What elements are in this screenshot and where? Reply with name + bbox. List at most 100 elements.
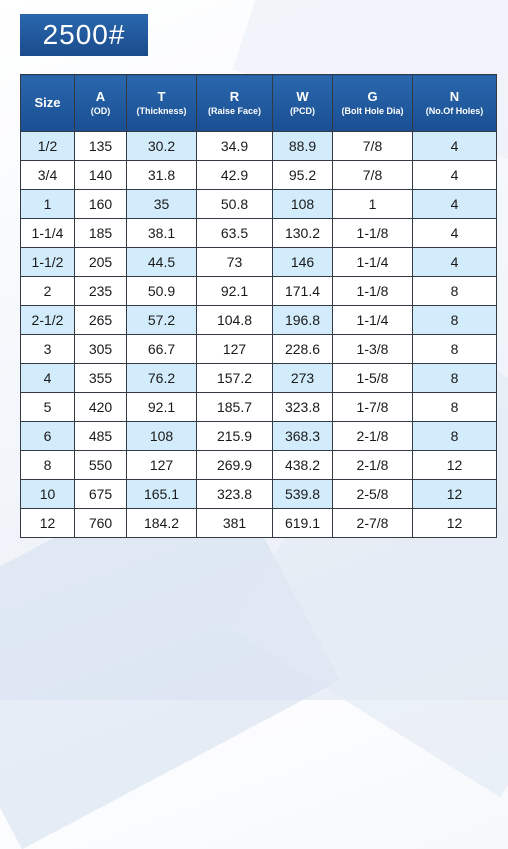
- table-cell: 12: [412, 508, 497, 538]
- table-row: 1-1/4 185 38.1 63.5 130.2 1-1/8 4: [20, 218, 497, 248]
- table-row: 2-1/2 265 57.2 104.8 196.8 1-1/4 8: [20, 305, 497, 335]
- table-row: 6 485 108 215.9 368.3 2-1/8 8: [20, 421, 497, 451]
- table-cell: 63.5: [196, 218, 273, 248]
- table-cell: 228.6: [272, 334, 333, 364]
- table-cell: 12: [412, 479, 497, 509]
- table-cell: 438.2: [272, 450, 333, 480]
- table-cell: 76.2: [126, 363, 197, 393]
- table-cell: 1-1/4: [332, 247, 413, 277]
- table-cell: 95.2: [272, 160, 333, 190]
- table-cell: 265: [74, 305, 127, 335]
- table-cell: 104.8: [196, 305, 273, 335]
- table-row: 1 160 35 50.8 108 1 4: [20, 189, 497, 219]
- table-cell: 215.9: [196, 421, 273, 451]
- column-header-size: Size: [20, 74, 75, 132]
- table-row: 10 675 165.1 323.8 539.8 2-5/8 12: [20, 479, 497, 509]
- column-header-w: W (PCD): [272, 74, 333, 132]
- table-cell: 135: [74, 131, 127, 161]
- table-cell: 8: [412, 305, 497, 335]
- table-row: 3/4 140 31.8 42.9 95.2 7/8 4: [20, 160, 497, 190]
- table-cell: 2-1/8: [332, 450, 413, 480]
- table-cell: 1-1/8: [332, 218, 413, 248]
- table-cell: 196.8: [272, 305, 333, 335]
- table-cell: 10: [20, 479, 75, 509]
- table-cell: 5: [20, 392, 75, 422]
- table-row: 12 760 184.2 381 619.1 2-7/8 12: [20, 508, 497, 538]
- page-title: 2500#: [20, 14, 148, 56]
- table-cell: 8: [412, 421, 497, 451]
- table-cell: 1-5/8: [332, 363, 413, 393]
- table-cell: 1: [20, 189, 75, 219]
- table-cell: 92.1: [196, 276, 273, 306]
- table-cell: 108: [272, 189, 333, 219]
- table-cell: 4: [412, 247, 497, 277]
- table-cell: 1-1/2: [20, 247, 75, 277]
- table-cell: 619.1: [272, 508, 333, 538]
- table-cell: 92.1: [126, 392, 197, 422]
- table-cell: 269.9: [196, 450, 273, 480]
- table-cell: 8: [20, 450, 75, 480]
- table-cell: 38.1: [126, 218, 197, 248]
- table-cell: 8: [412, 363, 497, 393]
- flange-dimensions-table: Size A (OD) T (Thickness) R (Raise Face) W(…: [20, 74, 497, 538]
- table-cell: 1/2: [20, 131, 75, 161]
- table-cell: 4: [412, 218, 497, 248]
- table-cell: 157.2: [196, 363, 273, 393]
- table-cell: 184.2: [126, 508, 197, 538]
- table-cell: 42.9: [196, 160, 273, 190]
- table-cell: 50.8: [196, 189, 273, 219]
- table-cell: 127: [196, 334, 273, 364]
- table-cell: 323.8: [196, 479, 273, 509]
- column-header-r: R (Raise Face): [196, 74, 273, 132]
- table-cell: 171.4: [272, 276, 333, 306]
- table-cell: 1-1/4: [332, 305, 413, 335]
- table-cell: 8: [412, 334, 497, 364]
- column-header-n: N (No.Of Holes): [412, 74, 497, 132]
- table-cell: 185: [74, 218, 127, 248]
- table-cell: 160: [74, 189, 127, 219]
- table-cell: 1: [332, 189, 413, 219]
- table-cell: 305: [74, 334, 127, 364]
- table-cell: 31.8: [126, 160, 197, 190]
- table-cell: 4: [412, 131, 497, 161]
- table-row: 2 235 50.9 92.1 171.4 1-1/8 8: [20, 276, 497, 306]
- table-cell: 127: [126, 450, 197, 480]
- table-cell: 381: [196, 508, 273, 538]
- table-row: 1-1/2 205 44.5 73 146 1-1/4 4: [20, 247, 497, 277]
- table-cell: 2-7/8: [332, 508, 413, 538]
- table-cell: 3: [20, 334, 75, 364]
- table-cell: 140: [74, 160, 127, 190]
- table-cell: 2-5/8: [332, 479, 413, 509]
- table-cell: 323.8: [272, 392, 333, 422]
- table-cell: 539.8: [272, 479, 333, 509]
- table-cell: 2-1/8: [332, 421, 413, 451]
- table-cell: 7/8: [332, 131, 413, 161]
- table-cell: 1-3/8: [332, 334, 413, 364]
- table-cell: 760: [74, 508, 127, 538]
- table-cell: 2-1/2: [20, 305, 75, 335]
- table-cell: 4: [412, 160, 497, 190]
- table-row: 3 305 66.7 127 228.6 1-3/8 8: [20, 334, 497, 364]
- table-cell: 235: [74, 276, 127, 306]
- table-cell: 12: [20, 508, 75, 538]
- table-cell: 273: [272, 363, 333, 393]
- table-cell: 1-1/8: [332, 276, 413, 306]
- table-cell: 1-7/8: [332, 392, 413, 422]
- table-cell: 73: [196, 247, 273, 277]
- table-cell: 108: [126, 421, 197, 451]
- table-cell: 205: [74, 247, 127, 277]
- column-header-a: A (OD): [74, 74, 127, 132]
- table-cell: 146: [272, 247, 333, 277]
- table-cell: 165.1: [126, 479, 197, 509]
- table-cell: 368.3: [272, 421, 333, 451]
- table-cell: 550: [74, 450, 127, 480]
- table-cell: 7/8: [332, 160, 413, 190]
- table-cell: 485: [74, 421, 127, 451]
- table-cell: 3/4: [20, 160, 75, 190]
- column-header-g: G (Bolt Hole Dia): [332, 74, 413, 132]
- table-cell: 66.7: [126, 334, 197, 364]
- table-cell: 420: [74, 392, 127, 422]
- table-cell: 185.7: [196, 392, 273, 422]
- table-cell: 57.2: [126, 305, 197, 335]
- table-row: 5 420 92.1 185.7 323.8 1-7/8 8: [20, 392, 497, 422]
